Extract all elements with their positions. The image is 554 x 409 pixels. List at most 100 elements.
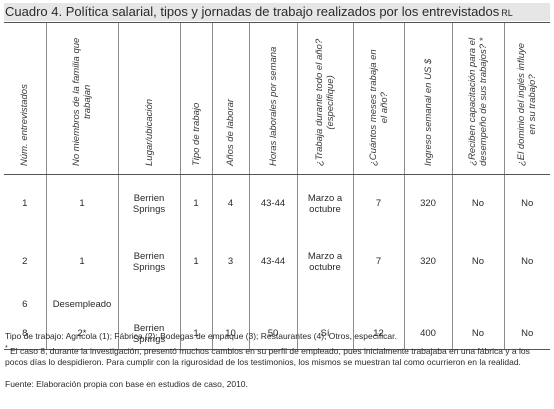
cell-line: 4 bbox=[227, 198, 234, 210]
column-header-label: Años de laborar bbox=[225, 99, 236, 166]
column-header-line: Horas laborales por semana bbox=[267, 46, 279, 166]
table-header-row: Núm. entrevistados No miembros de la fami… bbox=[4, 22, 550, 175]
table-cell: 43-44 bbox=[248, 232, 297, 291]
table-cell: Berrien Springs bbox=[117, 174, 180, 233]
column-header: Núm. entrevistados bbox=[4, 22, 46, 175]
footnote-text: El caso 8, durante la investigación, pre… bbox=[5, 346, 530, 368]
table-cell: Marzo a octubre bbox=[296, 232, 353, 291]
column-header-line: el año? bbox=[378, 92, 390, 124]
cell-line: 1 bbox=[79, 256, 85, 267]
table-cell: 1 bbox=[179, 232, 212, 291]
column-header-label: ¿Cuántos meses trabaja en el año? bbox=[368, 49, 390, 166]
cell-line: No bbox=[471, 328, 485, 340]
cell-line: No bbox=[521, 198, 534, 210]
cell-line: Berrien bbox=[133, 192, 165, 204]
column-header: Años de laborar bbox=[211, 22, 249, 175]
table-cell: No bbox=[451, 174, 504, 233]
table-cell: No bbox=[451, 232, 504, 291]
table-cell: 1 bbox=[179, 318, 212, 350]
cell-line: Berrien bbox=[133, 250, 165, 262]
table-cell bbox=[248, 290, 297, 319]
table-cell bbox=[296, 290, 353, 319]
column-header: Tipo de trabajo bbox=[179, 22, 212, 175]
cell-line: 2 bbox=[22, 256, 28, 267]
cell-line: 12 bbox=[373, 328, 384, 340]
column-header: Lugar/ubicación bbox=[117, 22, 180, 175]
cell-line: No bbox=[521, 328, 534, 340]
table-cell: Sí bbox=[296, 318, 353, 350]
column-header: Horas laborales por semana bbox=[248, 22, 297, 175]
column-header: No miembros de la familia que trabajan bbox=[45, 22, 118, 175]
table-cell: 2* bbox=[45, 318, 118, 350]
cell-line: Springs bbox=[132, 261, 166, 273]
table-cell: 2 bbox=[4, 233, 46, 291]
table-cell: No bbox=[451, 318, 504, 350]
table-cell: 320 bbox=[403, 174, 452, 233]
cell-line: 8 bbox=[22, 328, 28, 340]
table-cell bbox=[503, 290, 550, 319]
cell-line: No bbox=[471, 198, 485, 210]
cell-line: 1 bbox=[193, 198, 199, 210]
column-header-label: ¿El dominio del inglés influye en su trab… bbox=[516, 43, 538, 166]
cell-line: 7 bbox=[375, 198, 382, 210]
work-type-note: Tipo de trabajo: Agrícola (1); Fábrica (… bbox=[5, 331, 397, 341]
table-cell: 10 bbox=[211, 318, 249, 350]
cell-line: 320 bbox=[420, 198, 436, 210]
table-cell: 7 bbox=[352, 174, 404, 233]
table-cell bbox=[117, 290, 180, 319]
cell-line: Sí bbox=[320, 328, 330, 340]
cell-line: Marzo a bbox=[307, 250, 343, 262]
source-note: Fuente: Elaboración propia con base en e… bbox=[5, 378, 248, 389]
cell-line: 1 bbox=[193, 256, 199, 267]
cell-line: 1 bbox=[22, 198, 28, 210]
column-header: ¿Cuántos meses trabaja en el año? bbox=[352, 22, 404, 175]
cell-line: 6 bbox=[22, 299, 28, 310]
table-cell: 6 bbox=[4, 291, 46, 319]
table-cell: 320 bbox=[403, 232, 452, 291]
table-cell: Berrien Springs bbox=[117, 318, 180, 350]
column-header-label: ¿Trabaja durante todo el año? (especifiqu… bbox=[314, 39, 336, 166]
column-header-label: Lugar/ubicación bbox=[144, 99, 155, 166]
column-header-line: No miembros de la familia que bbox=[71, 37, 82, 166]
cell-line: 7 bbox=[375, 256, 382, 267]
column-header-label: No miembros de la familia que trabajan bbox=[71, 38, 93, 166]
table-title: Cuadro 4. Política salarial, tipos y jor… bbox=[5, 4, 500, 19]
cell-line: octubre bbox=[309, 261, 341, 273]
table-cell bbox=[179, 290, 212, 319]
table-cell: 43-44 bbox=[248, 174, 297, 233]
cell-line: 1 bbox=[193, 328, 199, 340]
table-cell: 50 bbox=[248, 318, 297, 350]
column-header: Ingreso semanal en US $ bbox=[403, 22, 452, 175]
column-header-line: (especifique) bbox=[325, 75, 336, 130]
table-notes: Tipo de trabajo: Agrícola (1); Fábrica (… bbox=[5, 331, 551, 390]
cell-line: 1 bbox=[79, 198, 85, 210]
column-header-label: ¿Reciben capacitación para el desempeño d… bbox=[467, 38, 489, 166]
cell-line: 320 bbox=[420, 256, 436, 267]
column-header-line: trabajan bbox=[82, 84, 93, 120]
cell-line: 10 bbox=[225, 328, 236, 340]
column-header: ¿Trabaja durante todo el año? (especifiqu… bbox=[296, 22, 353, 175]
column-header-line: desempeño de sus trabajos? * bbox=[478, 37, 489, 166]
table-cell: No bbox=[503, 232, 550, 291]
cell-line: Springs bbox=[132, 333, 166, 345]
table-cell: 1 bbox=[179, 174, 212, 233]
title-suffix: RL bbox=[501, 8, 513, 18]
column-header-line: ¿El dominio del inglés influye bbox=[516, 42, 528, 166]
column-header-label: Núm. entrevistados bbox=[19, 84, 30, 166]
column-header-line: ¿Cuántos meses trabaja en bbox=[367, 49, 379, 166]
table-cell: 7 bbox=[352, 232, 404, 291]
table-row: 2 1 Berrien Springs 1 3 43-44 Marzo a octubre 7 32… bbox=[4, 232, 550, 291]
column-header-line: Tipo de trabajo bbox=[190, 102, 202, 166]
table-cell bbox=[352, 290, 404, 319]
column-header-line: ¿Reciben capacitación para el bbox=[467, 37, 478, 166]
cell-line: 400 bbox=[420, 328, 436, 340]
table-cell: 400 bbox=[403, 318, 452, 350]
column-header-label: Tipo de trabajo bbox=[191, 103, 202, 166]
table-row: 8 2* Berrien Springs 1 10 50 Sí 12 400 No No bbox=[4, 318, 550, 350]
cell-line: 43-44 bbox=[260, 198, 286, 210]
column-header-line: Años de laborar bbox=[225, 98, 236, 166]
table-cell: 1 bbox=[45, 174, 118, 233]
table-body: 1 1 Berrien Springs 1 4 43-44 Marzo a octubre 7 32… bbox=[4, 174, 550, 350]
cell-line: 3 bbox=[227, 256, 234, 267]
footnote-mark: * bbox=[5, 345, 8, 353]
